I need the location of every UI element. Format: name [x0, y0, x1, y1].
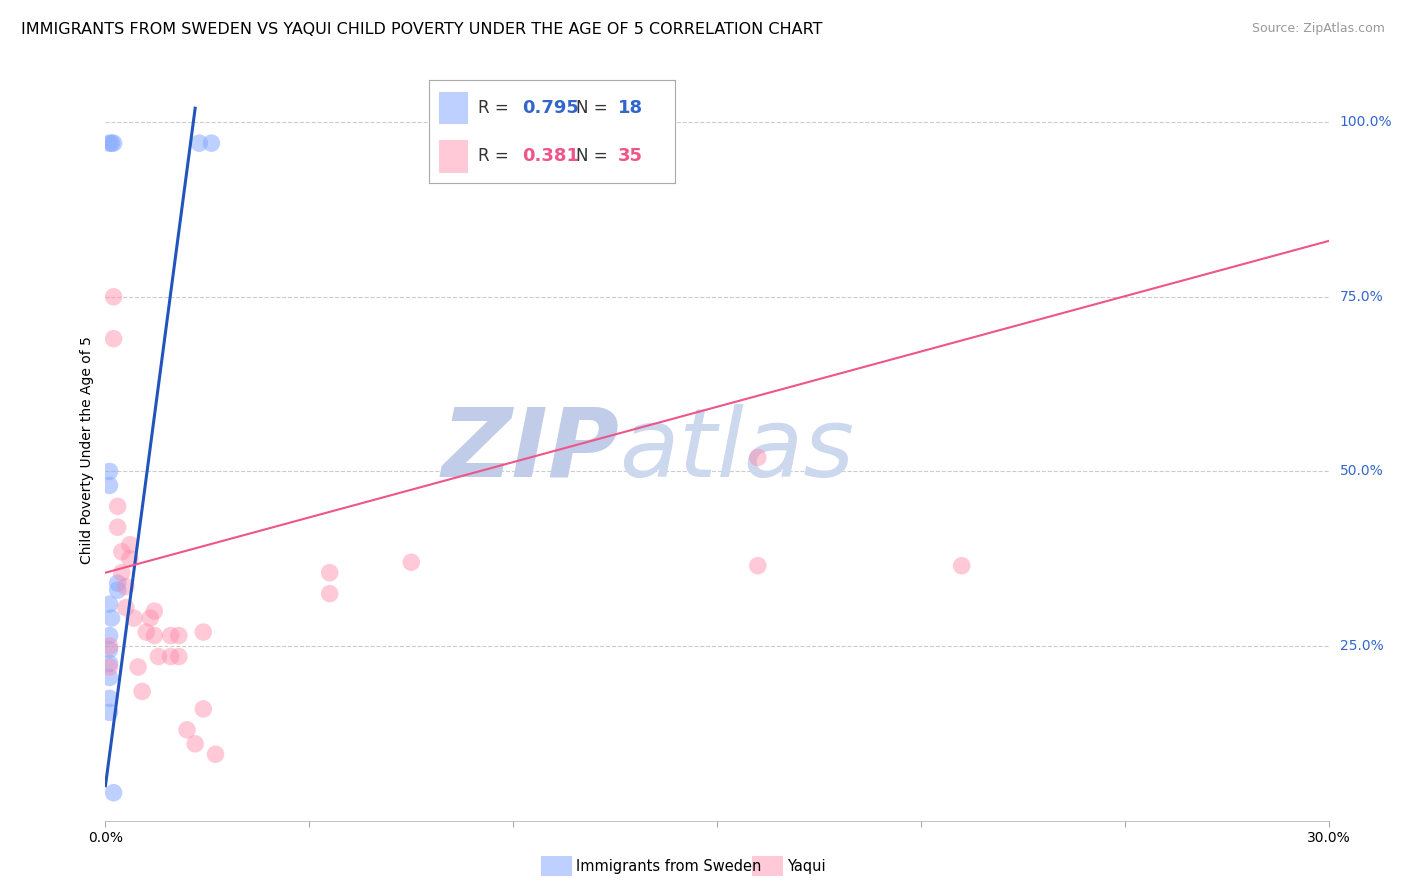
Point [318, 566, 342, 580]
Point [98, 639, 121, 653]
Point [200, 136, 222, 150]
Point [193, 702, 215, 716]
Text: Immigrants from Sweden: Immigrants from Sweden [576, 859, 762, 873]
Point [204, 747, 226, 762]
Point [107, 576, 129, 591]
Text: N =: N = [576, 99, 613, 117]
Point [167, 629, 190, 643]
Point [159, 629, 181, 643]
Text: 50.0%: 50.0% [1340, 465, 1384, 478]
Point [188, 136, 211, 150]
Text: R =: R = [478, 147, 515, 165]
Text: atlas: atlas [619, 404, 855, 497]
Point [98, 670, 121, 684]
Point [747, 558, 769, 573]
Point [98, 136, 121, 150]
Point [98, 660, 121, 674]
Point [122, 611, 145, 625]
Point [111, 545, 134, 559]
Point [318, 587, 342, 601]
Point [98, 464, 121, 478]
Point [193, 625, 215, 640]
Point [103, 786, 125, 800]
Point [167, 649, 190, 664]
Point [950, 558, 973, 573]
Text: 25.0%: 25.0% [1340, 639, 1384, 653]
Point [98, 629, 121, 643]
Text: R =: R = [478, 99, 515, 117]
Point [98, 597, 121, 611]
Text: IMMIGRANTS FROM SWEDEN VS YAQUI CHILD POVERTY UNDER THE AGE OF 5 CORRELATION CHA: IMMIGRANTS FROM SWEDEN VS YAQUI CHILD PO… [21, 22, 823, 37]
Y-axis label: Child Poverty Under the Age of 5: Child Poverty Under the Age of 5 [80, 336, 94, 565]
Text: N =: N = [576, 147, 613, 165]
Point [118, 538, 141, 552]
Text: 18: 18 [619, 99, 644, 117]
Point [111, 566, 134, 580]
Text: Source: ZipAtlas.com: Source: ZipAtlas.com [1251, 22, 1385, 36]
Point [131, 684, 153, 698]
Point [107, 520, 129, 534]
Point [143, 604, 166, 618]
Point [115, 600, 138, 615]
Text: 35: 35 [619, 147, 644, 165]
Point [103, 290, 125, 304]
Point [176, 723, 198, 737]
Point [148, 649, 170, 664]
Bar [439, 140, 468, 173]
Point [399, 555, 422, 569]
Text: Yaqui: Yaqui [787, 859, 825, 873]
Point [98, 478, 121, 492]
Point [100, 136, 122, 150]
Point [98, 691, 121, 706]
Point [98, 706, 121, 720]
Point [100, 611, 122, 625]
Point [159, 649, 181, 664]
Text: 0.795: 0.795 [523, 99, 579, 117]
Text: 100.0%: 100.0% [1340, 115, 1392, 129]
Point [103, 136, 125, 150]
Point [107, 500, 129, 514]
Point [747, 450, 769, 465]
Point [184, 737, 207, 751]
Text: ZIP: ZIP [441, 404, 619, 497]
Point [107, 583, 129, 598]
Text: 75.0%: 75.0% [1340, 290, 1384, 304]
Point [139, 611, 162, 625]
Point [98, 642, 121, 657]
Point [143, 629, 166, 643]
Text: 0.381: 0.381 [523, 147, 579, 165]
Point [98, 657, 121, 671]
Point [118, 551, 141, 566]
Bar [439, 92, 468, 124]
Point [127, 660, 149, 674]
Point [115, 580, 138, 594]
Point [135, 625, 157, 640]
Point [103, 332, 125, 346]
